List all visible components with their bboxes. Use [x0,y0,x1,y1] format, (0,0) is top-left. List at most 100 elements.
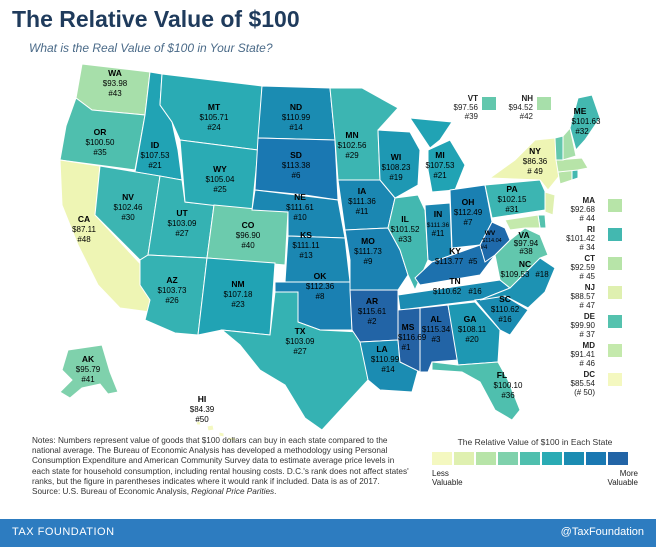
label-AR-value: $115.61 [358,307,387,316]
label-IA-value: $111.36 [348,197,376,206]
callout-RI-text: RI $101.42 # 34 [565,225,595,252]
source-title: Regional Price Parities [191,487,275,497]
label-WY-rank: #25 [213,185,227,194]
callout-RI-rank: # 34 [579,243,595,252]
label-SC-value: $110.62 [491,305,520,314]
label-SC-rank: #16 [498,315,512,324]
state-MS[interactable] [397,307,421,373]
state-HI[interactable] [195,420,237,440]
state-GA[interactable] [447,301,501,366]
label-ND-abbr: ND [290,102,302,112]
label-MS-rank: #1 [402,343,411,352]
label-OK-abbr: OK [314,271,328,281]
label-HI-abbr: HI [198,394,207,404]
legend-high-label: More Valuable [598,469,638,487]
swatch-MD [608,344,622,357]
state-MA[interactable] [555,157,589,173]
label-UT-value: $103.09 [168,219,197,228]
label-SD-rank: #6 [292,171,301,180]
label-FL-value: $100.10 [494,381,523,390]
label-AL-abbr: AL [430,314,441,324]
label-MS-value: $116.69 [398,333,427,342]
label-TX-value: $103.09 [286,337,315,346]
label-NC-rank: #18 [535,270,549,279]
label-IN-rank: #11 [432,229,445,238]
state-FL[interactable] [431,361,521,421]
label-WA-value: $93.98 [103,79,128,88]
state-NJ[interactable] [544,191,556,216]
label-KY-value: $113.77 [435,257,464,266]
legend-low-label: Less Valuable [432,469,463,487]
callout-CT-value: $92.59 [570,263,595,272]
label-NY-rank: # 49 [527,167,543,176]
legend-low-line2: Valuable [432,478,463,487]
legend-swatch-2 [454,452,474,465]
label-AR-rank: #2 [368,317,377,326]
state-AK[interactable] [59,344,119,399]
label-CA-abbr: CA [78,214,90,224]
label-CA-rank: #48 [77,235,91,244]
label-CO-value: $96.90 [236,231,261,240]
legend-title: The Relative Value of $100 in Each State [457,437,613,447]
label-OR-abbr: OR [94,127,107,137]
callout-NJ-value: $88.57 [570,292,595,301]
source-prefix: Source: U.S. Bureau of Economic Analysis… [32,487,192,497]
label-OK-value: $112.36 [306,282,335,291]
label-MO-value: $111.73 [354,247,382,256]
label-WV-value: $114.04 [482,238,501,244]
state-VA[interactable] [494,227,549,289]
state-WI[interactable] [377,129,421,199]
state-SD[interactable] [254,137,339,201]
callout-RI-abbr: RI [587,225,595,234]
callout-MD-value: $91.41 [570,350,595,359]
label-NC-abbr: NC [519,259,531,269]
label-WY-abbr: WY [213,164,227,174]
label-ID-rank: #21 [148,161,162,170]
swatch-DE [608,315,622,328]
label-NE-abbr: NE [294,192,306,202]
label-MN-value: $102.56 [338,141,367,150]
label-NM-value: $107.18 [224,290,253,299]
callout-VT-rank: #39 [464,112,478,121]
label-WY-value: $105.04 [206,175,235,184]
state-AZ[interactable] [139,254,208,336]
callout-CT-rank: # 45 [579,272,595,281]
label-NV-abbr: NV [122,192,134,202]
state-RI[interactable] [571,169,579,181]
label-MI-value: $107.53 [426,161,455,170]
notes: Notes: Numbers represent value of goods … [32,436,410,497]
state-IL[interactable] [387,194,429,292]
label-KS-value: $111.11 [292,241,320,250]
footer-handle[interactable]: @TaxFoundation [560,526,644,538]
label-TX-abbr: TX [295,326,306,336]
label-MO-rank: #9 [364,257,373,266]
callout-NJ-text: NJ $88.57 # 47 [565,283,595,310]
state-NH[interactable] [562,126,577,161]
label-AZ-rank: #26 [165,296,179,305]
state-WV[interactable] [479,221,511,263]
footer-brand: TAX FOUNDATION [12,526,115,538]
label-AL-rank: #3 [432,335,441,344]
swatch-RI [608,228,622,241]
label-AR-abbr: AR [366,296,378,306]
callout-DE-value: $99.90 [570,321,595,330]
label-MI-rank: #21 [433,171,447,180]
callout-MD-text: MD $91.41 # 46 [565,341,595,368]
label-ME-abbr: ME [574,106,587,116]
label-MI-abbr: MI [435,150,444,160]
label-KY-abbr: KY [449,246,461,256]
callout-DC-rank: (# 50) [574,388,595,397]
label-IA-abbr: IA [358,186,367,196]
source-line: Source: U.S. Bureau of Economic Analysis… [32,487,410,497]
label-IN-abbr: IN [434,209,443,219]
callout-CT-text: CT $92.59 # 45 [565,254,595,281]
callout-RI-value: $101.42 [566,234,595,243]
state-MD[interactable] [504,214,541,231]
state-ME[interactable] [569,94,601,152]
label-PA-rank: #31 [505,205,519,214]
state-TX[interactable] [220,291,369,431]
swatch-DC [608,373,622,386]
state-VT[interactable] [554,135,564,161]
label-AK-abbr: AK [82,354,95,364]
label-HI-rank: #50 [195,415,209,424]
